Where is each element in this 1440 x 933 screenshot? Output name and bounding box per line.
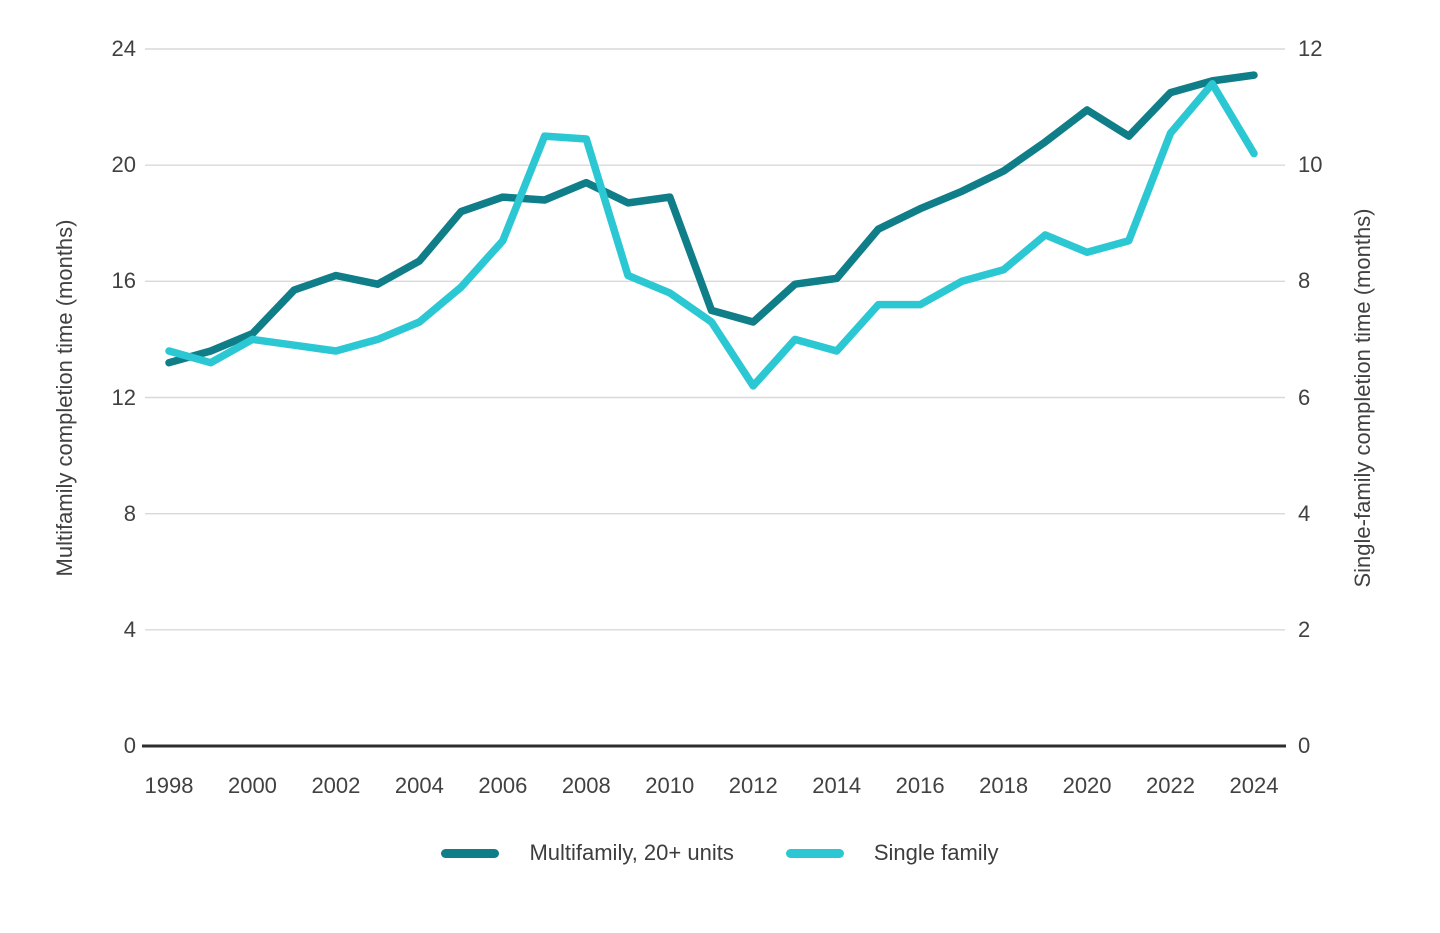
y-axis-tick-right: 10 bbox=[1298, 152, 1323, 178]
series-line-multifamily bbox=[165, 71, 1258, 367]
y-axis-tick-right: 0 bbox=[1298, 733, 1311, 758]
x-axis-tick: 2014 bbox=[812, 773, 862, 798]
y-axis-tick-left: 4 bbox=[123, 616, 136, 642]
series-line-single-family bbox=[165, 80, 1258, 390]
y-axis-tick-left: 0 bbox=[123, 733, 136, 758]
x-axis-tick: 2016 bbox=[895, 773, 945, 798]
x-axis-tick: 2012 bbox=[728, 773, 778, 798]
x-axis-tick: 2020 bbox=[1062, 773, 1112, 798]
x-axis-tick: 2022 bbox=[1146, 773, 1196, 798]
y-axis-tick-right: 8 bbox=[1298, 268, 1311, 294]
x-axis-tick: 2008 bbox=[561, 773, 611, 798]
x-axis-tick: 2004 bbox=[394, 773, 444, 798]
x-axis-tick: 2000 bbox=[227, 773, 277, 798]
y-axis-tick-left: 24 bbox=[111, 36, 136, 61]
single-family-line-swatch bbox=[785, 848, 844, 858]
legend-label-multifamily: Multifamily, 20+ units bbox=[529, 840, 734, 865]
x-axis-tick: 2002 bbox=[311, 773, 361, 798]
y-axis-tick-right: 2 bbox=[1298, 616, 1311, 642]
x-axis-tick: 2024 bbox=[1229, 773, 1279, 798]
y-axis-title-left: Multifamily completion time (months) bbox=[52, 219, 77, 577]
y-axis-tick-right: 6 bbox=[1298, 384, 1311, 410]
y-axis-tick-right: 4 bbox=[1298, 500, 1311, 526]
x-axis-tick: 2010 bbox=[645, 773, 695, 798]
y-axis-tick-left: 8 bbox=[123, 500, 136, 526]
x-axis-tick: 2006 bbox=[478, 773, 528, 798]
y-axis-tick-left: 16 bbox=[111, 268, 136, 294]
y-axis-tick-right: 12 bbox=[1298, 36, 1323, 61]
y-axis-title-right: Single-family completion time (months) bbox=[1350, 208, 1375, 588]
x-axis-tick: 1998 bbox=[144, 773, 194, 798]
legend: Multifamily, 20+ units Single family bbox=[0, 842, 1440, 864]
legend-item-multifamily: Multifamily, 20+ units bbox=[441, 840, 734, 865]
y-axis-tick-left: 20 bbox=[111, 152, 136, 178]
legend-item-single-family: Single family bbox=[785, 840, 999, 865]
multifamily-line-swatch bbox=[441, 848, 500, 858]
y-axis-tick-left: 12 bbox=[111, 384, 136, 410]
legend-label-single-family: Single family bbox=[873, 840, 999, 865]
x-axis-tick: 2018 bbox=[979, 773, 1029, 798]
